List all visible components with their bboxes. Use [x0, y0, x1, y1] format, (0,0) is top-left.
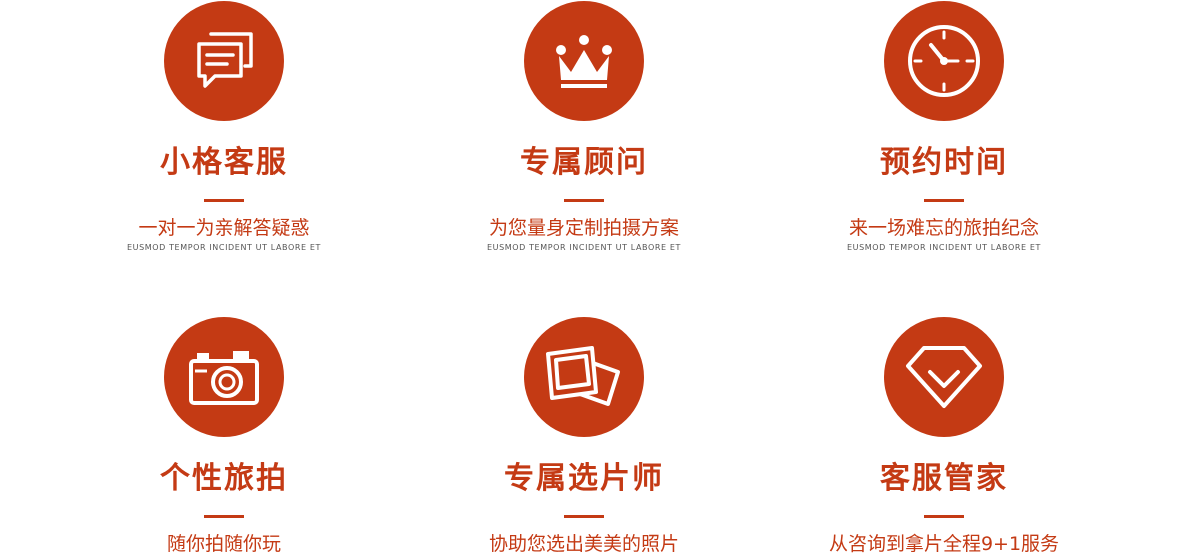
title-divider [204, 515, 244, 518]
photos-icon [544, 342, 624, 412]
feature-description: 随你拍随你玩 [166, 533, 281, 555]
feature-icon-circle [524, 1, 644, 121]
feature-title: 个性旅拍 [160, 461, 288, 496]
feature-card-concierge[interactable]: 客服管家 从咨询到拿片全程9+1服务 [794, 317, 1094, 556]
feature-subtext: EUSMOD TEMPOR INCIDENT UT LABORE ET [486, 243, 681, 252]
title-divider [204, 199, 244, 202]
feature-card-dedicated-advisor[interactable]: 专属顾问 为您量身定制拍摄方案 EUSMOD TEMPOR INCIDENT U… [434, 1, 734, 254]
feature-icon-circle [524, 317, 644, 437]
feature-title: 小格客服 [160, 145, 288, 180]
crown-icon [549, 26, 619, 96]
feature-icon-circle [884, 317, 1004, 437]
feature-title: 专属选片师 [504, 461, 664, 496]
feature-subtext: EUSMOD TEMPOR INCIDENT UT LABORE ET [846, 243, 1041, 252]
chat-bubbles-icon [189, 26, 259, 96]
feature-card-personal-travel-photo[interactable]: 个性旅拍 随你拍随你玩 [74, 317, 374, 556]
title-divider [564, 515, 604, 518]
feature-title: 专属顾问 [520, 145, 648, 180]
feature-description: 协助您选出美美的照片 [488, 533, 679, 555]
title-divider [924, 515, 964, 518]
camera-icon [187, 347, 261, 407]
feature-card-customer-service[interactable]: 小格客服 一对一为亲解答疑惑 EUSMOD TEMPOR INCIDENT UT… [74, 1, 374, 254]
feature-description: 来一场难忘的旅拍纪念 [848, 217, 1039, 239]
feature-title: 预约时间 [880, 145, 1008, 180]
feature-card-appointment-time[interactable]: 预约时间 来一场难忘的旅拍纪念 EUSMOD TEMPOR INCIDENT U… [794, 1, 1094, 254]
title-divider [564, 199, 604, 202]
feature-card-photo-selector[interactable]: 专属选片师 协助您选出美美的照片 [434, 317, 734, 556]
feature-icon-circle [164, 1, 284, 121]
diamond-icon [904, 342, 984, 412]
feature-title: 客服管家 [880, 461, 1008, 496]
feature-icon-circle [164, 317, 284, 437]
feature-icon-circle [884, 1, 1004, 121]
feature-subtext: EUSMOD TEMPOR INCIDENT UT LABORE ET [126, 243, 321, 252]
feature-description: 从咨询到拿片全程9+1服务 [828, 533, 1060, 555]
clock-icon [906, 23, 982, 99]
feature-description: 一对一为亲解答疑惑 [138, 217, 310, 239]
title-divider [924, 199, 964, 202]
feature-description: 为您量身定制拍摄方案 [488, 217, 679, 239]
